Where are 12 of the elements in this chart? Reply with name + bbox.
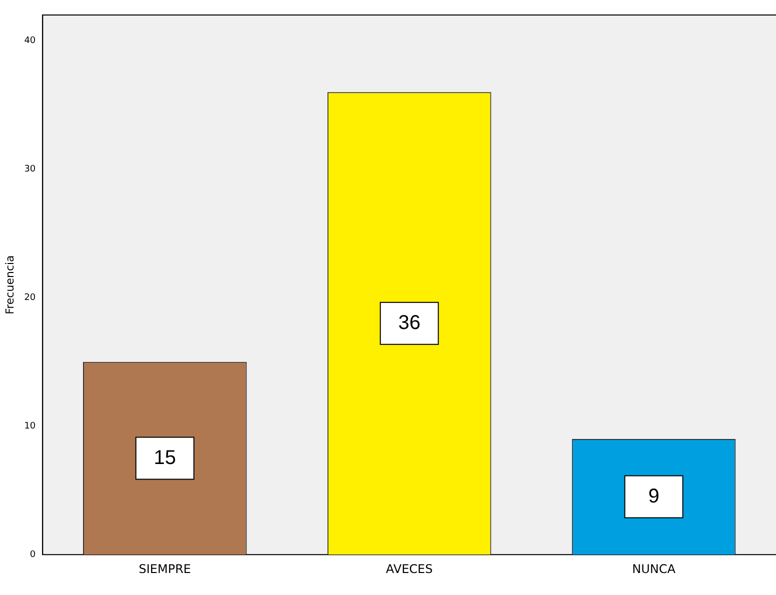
y-tick-label: 40 (24, 36, 36, 46)
x-tick-label: AVECES (386, 562, 433, 576)
y-axis-title: Frecuencia (3, 255, 16, 314)
y-tick-label: 20 (24, 292, 36, 303)
x-tick-label: SIEMPRE (138, 562, 191, 576)
x-tick-label: NUNCA (632, 562, 676, 576)
y-tick-label: 10 (24, 421, 36, 432)
y-tick-label: 0 (30, 550, 36, 560)
data-label: 15 (154, 446, 176, 469)
y-tick-label: 30 (24, 164, 36, 175)
data-label: 9 (648, 485, 660, 508)
data-label: 36 (398, 312, 420, 334)
